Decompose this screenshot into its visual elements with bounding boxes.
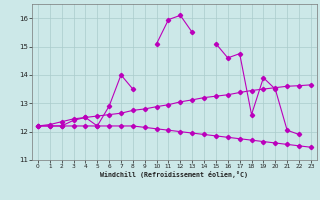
X-axis label: Windchill (Refroidissement éolien,°C): Windchill (Refroidissement éolien,°C)	[100, 171, 248, 178]
